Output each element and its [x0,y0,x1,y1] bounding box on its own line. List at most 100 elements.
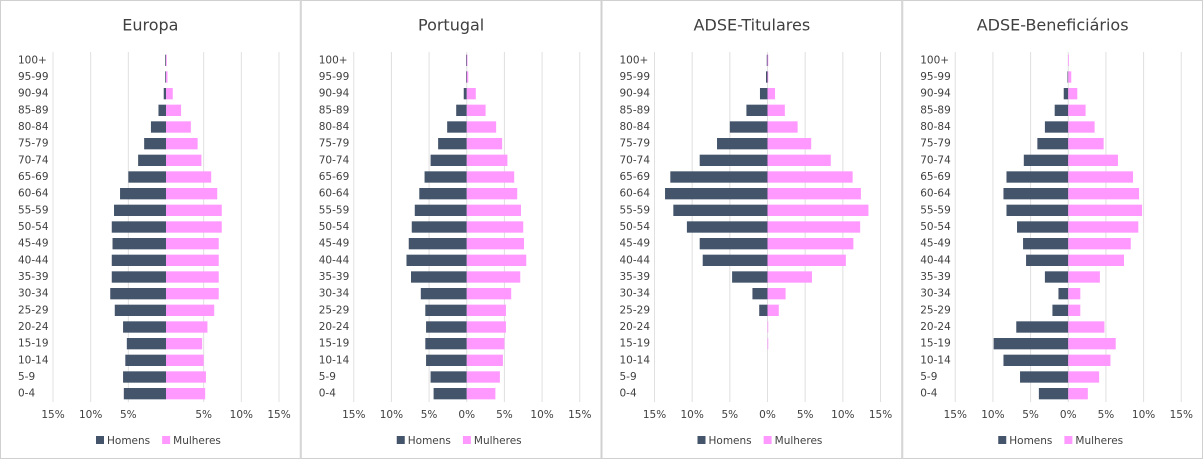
y-tick-label: 65-69 [920,171,951,183]
y-tick-label: 40-44 [620,254,651,266]
legend-label: Mulheres [1075,435,1123,447]
bar [1068,104,1086,116]
y-tick-label: 25-29 [18,304,49,316]
bar [465,54,467,66]
y-tick-label: 90-94 [18,88,49,100]
y-tick-label: 100+ [920,54,949,66]
bar [419,188,467,200]
y-tick-label: 65-69 [18,171,49,183]
bar [466,88,476,100]
y-tick-label: 35-39 [620,271,651,283]
y-tick-label: 10-14 [319,354,350,366]
y-tick-label: 0-4 [18,388,35,400]
bar [463,88,467,100]
y-tick-label: 10-14 [620,354,651,366]
bar [123,371,166,383]
bar [1068,388,1088,400]
legend-swatch [998,436,1007,444]
bar [466,221,524,233]
legend-label: Mulheres [775,435,823,447]
y-tick-label: 0-4 [319,388,336,400]
bar [166,104,182,116]
y-tick-label: 30-34 [18,288,49,300]
bar [1067,71,1069,83]
y-tick-label: 90-94 [920,88,951,100]
bar [165,54,166,66]
bar [1068,338,1116,350]
bar [430,154,467,166]
bar [166,338,203,350]
bar [1068,121,1095,133]
y-tick-label: 70-74 [319,154,350,166]
y-tick-label: 95-99 [18,71,49,83]
x-tick-label: 0% [458,409,475,421]
y-tick-label: 40-44 [319,254,350,266]
bar [1063,88,1069,100]
y-tick-label: 15-19 [319,338,350,350]
bar [112,238,166,250]
bar [166,188,218,200]
bar [165,71,166,83]
bar [438,138,467,150]
y-tick-label: 70-74 [620,154,651,166]
bar [1068,188,1140,200]
y-tick-label: 70-74 [920,154,951,166]
x-tick-label: 5% [797,409,814,421]
bar [158,104,166,116]
bar [1068,88,1078,100]
y-tick-label: 40-44 [18,254,49,266]
bar [1068,171,1134,183]
bar [732,271,768,283]
legend-label: Homens [408,435,451,447]
bar [425,338,467,350]
legend-swatch [462,436,471,444]
y-tick-label: 55-59 [319,204,350,216]
bar [166,371,206,383]
bar [759,304,768,316]
bar [1068,304,1081,316]
y-tick-label: 20-24 [620,321,651,333]
legend-swatch [396,436,405,444]
y-tick-label: 20-24 [319,321,350,333]
bar [759,88,768,100]
y-tick-label: 35-39 [920,271,951,283]
y-tick-label: 60-64 [920,188,951,200]
bar [1023,154,1069,166]
bar [120,188,166,200]
bar [1068,271,1100,283]
y-tick-label: 50-54 [319,221,350,233]
bar [426,321,467,333]
bar [729,121,768,133]
bar [466,271,521,283]
bar [766,54,768,66]
bar [111,221,166,233]
y-tick-label: 40-44 [920,254,951,266]
legend-label: Mulheres [474,435,522,447]
bar [424,171,467,183]
bar [1068,354,1111,366]
y-tick-label: 75-79 [18,138,49,150]
bar [1026,254,1069,266]
y-tick-label: 85-89 [18,104,49,116]
bar [426,354,467,366]
bar [430,371,467,383]
bar [1068,321,1105,333]
bar [699,238,768,250]
bar [767,321,769,333]
bar [1068,221,1139,233]
bar [767,221,861,233]
y-tick-label: 30-34 [620,288,651,300]
bar [1037,138,1069,150]
bar [767,171,853,183]
chart-title: Europa [122,16,178,35]
bar [1052,304,1069,316]
y-tick-label: 70-74 [18,154,49,166]
y-tick-label: 55-59 [620,204,651,216]
bar [114,204,166,216]
x-tick-label: 5% [421,409,438,421]
bar [166,254,219,266]
bar [752,288,768,300]
y-tick-label: 45-49 [620,238,651,250]
y-tick-label: 35-39 [319,271,350,283]
bar [425,304,467,316]
